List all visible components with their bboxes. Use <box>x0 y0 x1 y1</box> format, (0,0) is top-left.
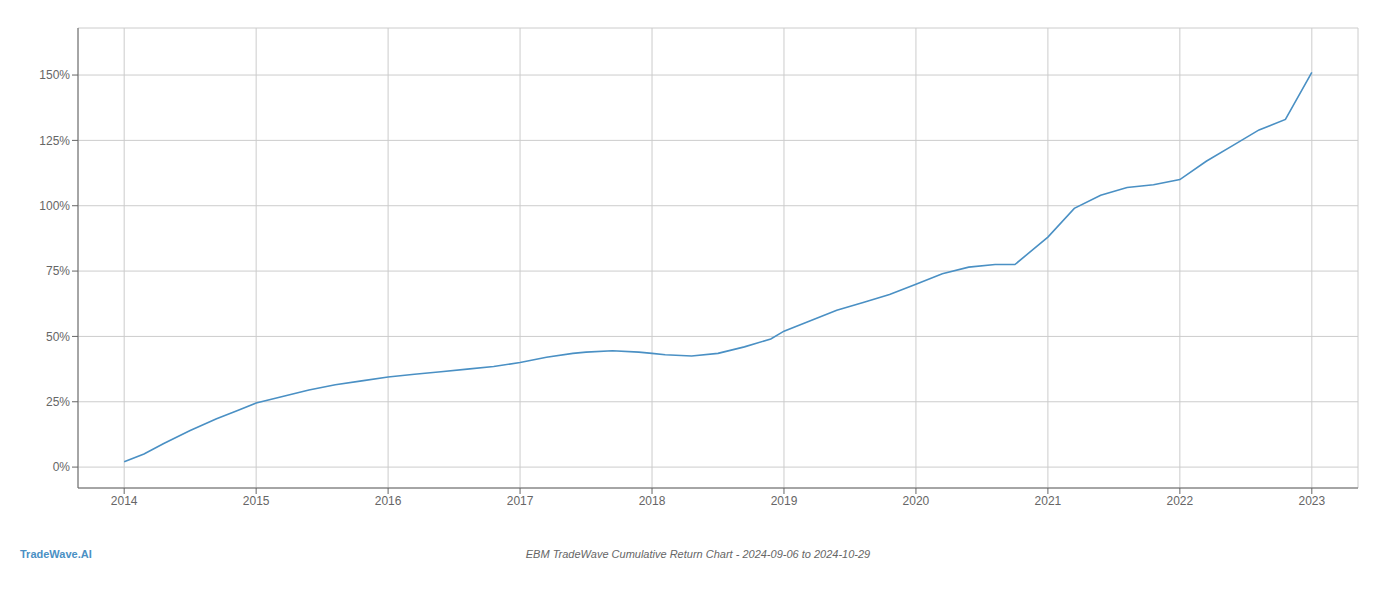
svg-text:125%: 125% <box>39 134 70 148</box>
svg-text:2021: 2021 <box>1035 494 1062 508</box>
svg-text:2014: 2014 <box>111 494 138 508</box>
svg-text:2023: 2023 <box>1298 494 1325 508</box>
html-text:TradeWave.AI: TradeWave.AI <box>20 548 92 560</box>
svg-text:100%: 100% <box>39 199 70 213</box>
svg-text:2016: 2016 <box>375 494 402 508</box>
svg-text:2022: 2022 <box>1167 494 1194 508</box>
svg-text:0%: 0% <box>53 460 71 474</box>
html-text:EBM TradeWave Cumulative Retur: EBM TradeWave Cumulative Return Chart - … <box>525 548 871 560</box>
svg-text:2020: 2020 <box>903 494 930 508</box>
svg-text:2019: 2019 <box>771 494 798 508</box>
svg-text:75%: 75% <box>46 264 70 278</box>
svg-text:2018: 2018 <box>639 494 666 508</box>
svg-text:2015: 2015 <box>243 494 270 508</box>
svg-text:150%: 150% <box>39 68 70 82</box>
svg-text:50%: 50% <box>46 330 70 344</box>
svg-text:25%: 25% <box>46 395 70 409</box>
svg-text:2017: 2017 <box>507 494 534 508</box>
